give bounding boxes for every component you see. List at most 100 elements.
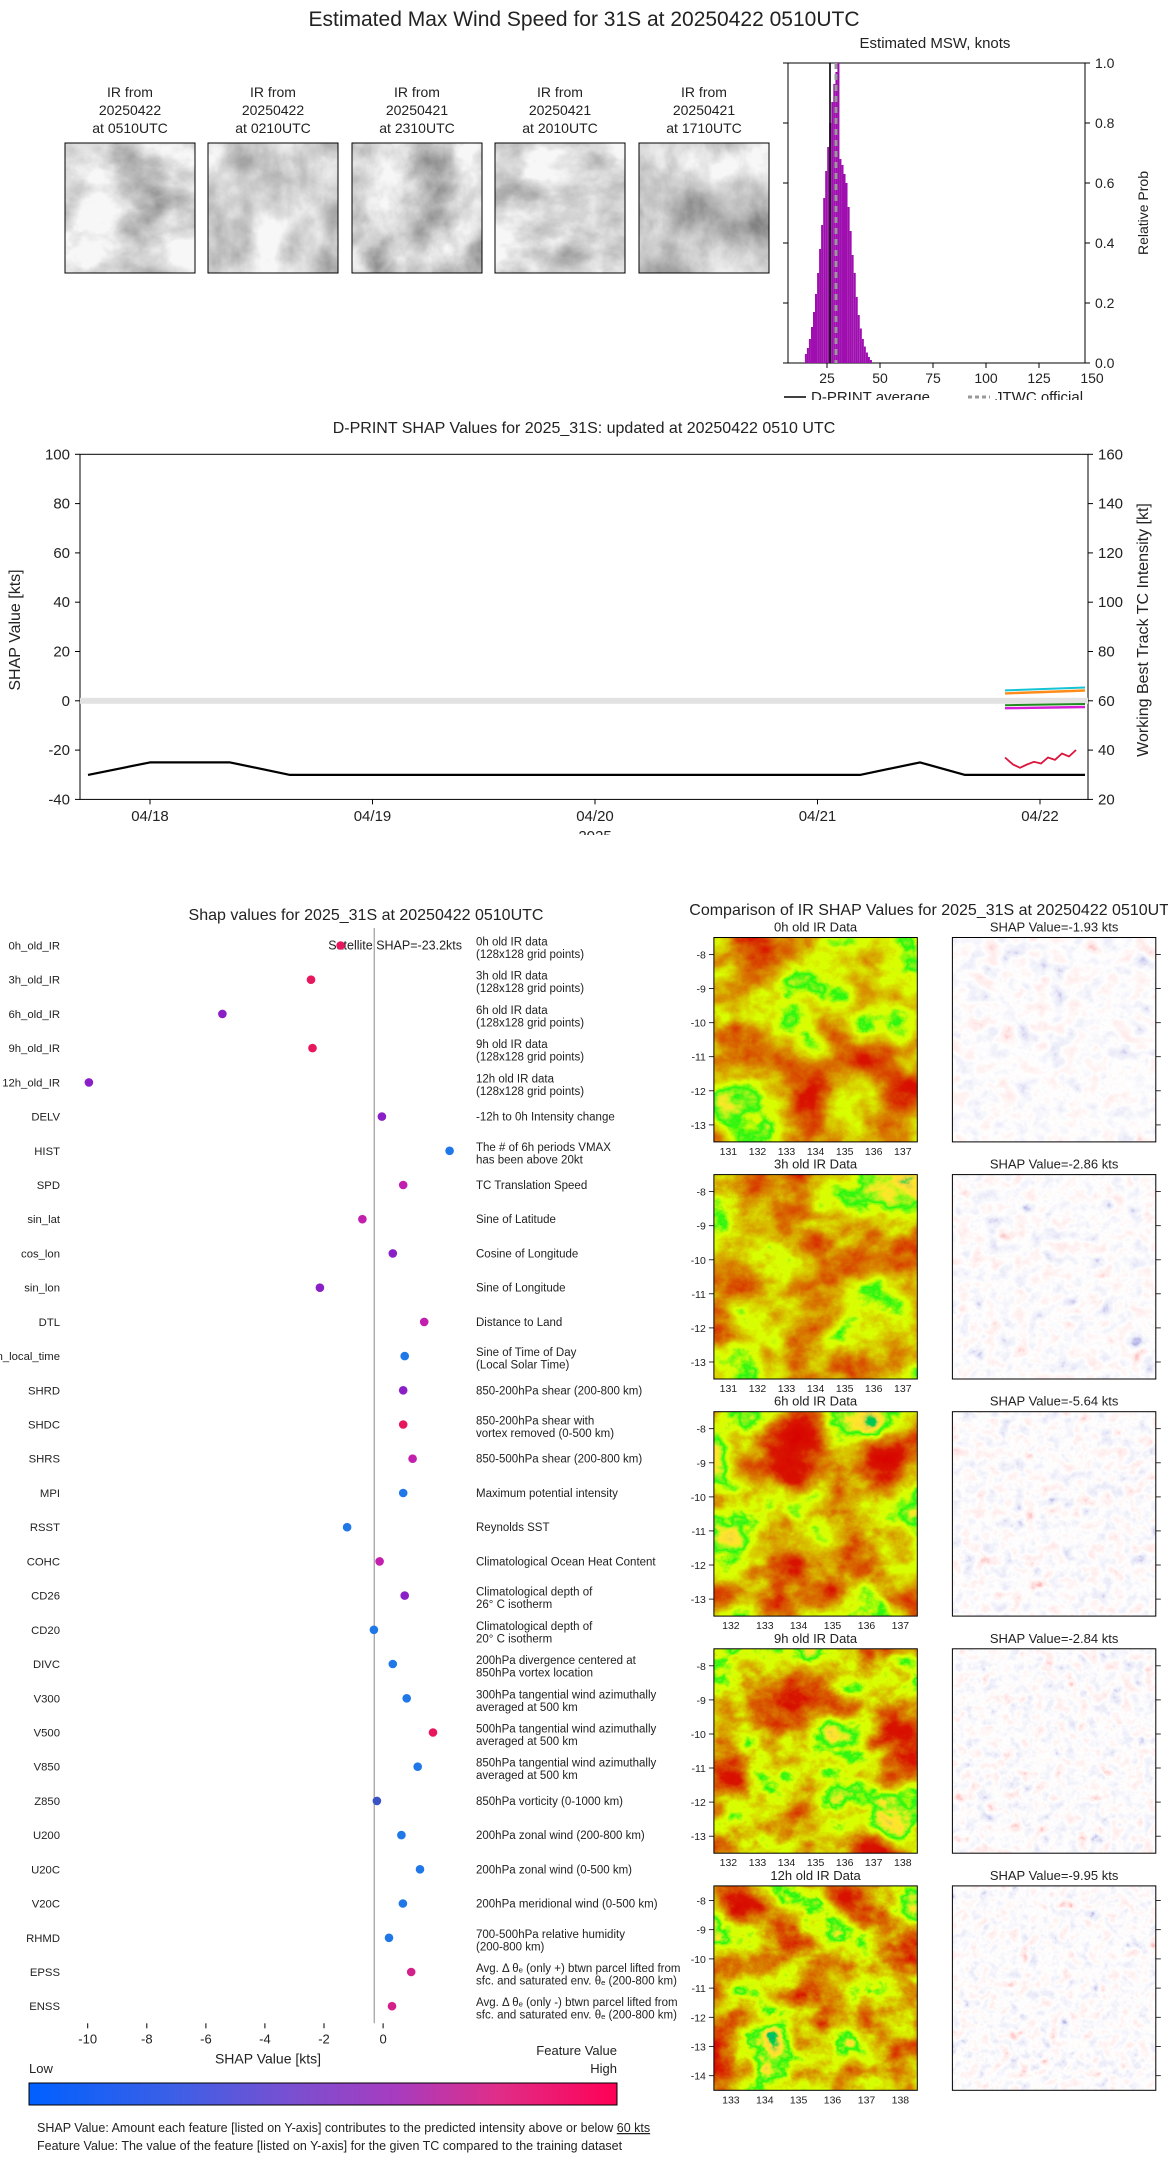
svg-text:Climatological depth of: Climatological depth of (476, 1587, 593, 1599)
svg-text:Distance to Land: Distance to Land (476, 1317, 562, 1329)
svg-text:Working Best Track TC Intensit: Working Best Track TC Intensity [kt] (1135, 503, 1152, 757)
svg-text:04/21: 04/21 (799, 808, 837, 825)
svg-text:SHAP Value=-9.95 kts: SHAP Value=-9.95 kts (990, 1868, 1119, 1883)
svg-text:04/22: 04/22 (1021, 808, 1059, 825)
svg-text:V300: V300 (34, 1693, 60, 1705)
svg-text:SHRD: SHRD (28, 1385, 60, 1397)
svg-text:-12: -12 (691, 2012, 706, 2024)
svg-text:100: 100 (974, 370, 998, 386)
svg-text:averaged at 500 km: averaged at 500 km (476, 1770, 578, 1782)
svg-text:Climatological depth of: Climatological depth of (476, 1621, 593, 1633)
svg-text:850hPa vortex location: 850hPa vortex location (476, 1668, 593, 1680)
svg-text:-11: -11 (691, 1763, 706, 1775)
svg-text:60: 60 (1098, 693, 1115, 710)
svg-text:150: 150 (1080, 370, 1104, 386)
svg-text:131: 131 (720, 1383, 738, 1395)
svg-text:averaged at 500 km: averaged at 500 km (476, 1736, 578, 1748)
svg-text:-9: -9 (697, 1458, 706, 1470)
svg-text:RHMD: RHMD (26, 1933, 60, 1945)
svg-text:Comparison of IR SHAP Values f: Comparison of IR SHAP Values for 2025_31… (689, 902, 1168, 919)
svg-text:DIVC: DIVC (33, 1659, 60, 1671)
svg-text:TC Translation Speed: TC Translation Speed (476, 1180, 587, 1192)
svg-text:(128x128 grid points): (128x128 grid points) (476, 1017, 584, 1029)
svg-text:SHAP Value=-1.93 kts: SHAP Value=-1.93 kts (990, 920, 1119, 935)
svg-text:0: 0 (379, 2031, 386, 2046)
svg-text:vortex removed (0-500 km): vortex removed (0-500 km) (476, 1428, 614, 1440)
svg-text:-6: -6 (200, 2031, 212, 2046)
svg-text:134: 134 (756, 2094, 774, 2106)
svg-text:40: 40 (1098, 742, 1115, 759)
svg-text:137: 137 (894, 1146, 912, 1158)
svg-text:132: 132 (722, 1620, 740, 1632)
svg-text:Cosine of Longitude: Cosine of Longitude (476, 1248, 578, 1260)
svg-text:0.2: 0.2 (1095, 295, 1115, 311)
svg-text:04/20: 04/20 (576, 808, 614, 825)
svg-text:133: 133 (749, 1857, 767, 1869)
svg-text:20° C isotherm: 20° C isotherm (476, 1633, 552, 1645)
svg-text:High: High (590, 2061, 617, 2076)
svg-text:SHAP Value=-5.64 kts: SHAP Value=-5.64 kts (990, 1394, 1119, 1409)
svg-text:-40: -40 (48, 791, 70, 808)
svg-text:(Local Solar Time): (Local Solar Time) (476, 1360, 569, 1372)
svg-text:300hPa tangential wind azimuth: 300hPa tangential wind azimuthally (476, 1689, 657, 1701)
svg-text:138: 138 (894, 1857, 912, 1869)
svg-text:sin_lon: sin_lon (24, 1283, 60, 1295)
svg-text:-11: -11 (691, 1526, 706, 1538)
svg-text:SPD: SPD (37, 1180, 60, 1192)
svg-text:75: 75 (925, 370, 941, 386)
svg-text:sfc. and saturated env. θₑ (20: sfc. and saturated env. θₑ (200-800 km) (476, 2010, 677, 2022)
svg-text:-13: -13 (691, 1831, 706, 1843)
svg-text:HIST: HIST (34, 1146, 60, 1158)
svg-text:SHAP Value [kts]: SHAP Value [kts] (7, 569, 24, 690)
svg-text:500hPa tangential wind azimuth: 500hPa tangential wind azimuthally (476, 1724, 657, 1736)
svg-text:-13: -13 (691, 1594, 706, 1606)
svg-text:JTWC official: JTWC official (995, 389, 1083, 400)
svg-text:3h old IR data: 3h old IR data (476, 971, 548, 983)
svg-text:-4: -4 (259, 2031, 271, 2046)
svg-text:(128x128 grid points): (128x128 grid points) (476, 949, 584, 961)
svg-text:DELV: DELV (31, 1112, 60, 1124)
svg-text:40: 40 (53, 594, 70, 611)
svg-text:-8: -8 (697, 1661, 706, 1673)
svg-text:700-500hPa relative humidity: 700-500hPa relative humidity (476, 1929, 625, 1941)
svg-text:200hPa zonal wind (0-500 km): 200hPa zonal wind (0-500 km) (476, 1864, 632, 1876)
svg-text:EPSS: EPSS (30, 1967, 61, 1979)
svg-text:136: 136 (824, 2094, 842, 2106)
svg-text:SHRS: SHRS (29, 1454, 61, 1466)
svg-text:D-PRINT average: D-PRINT average (811, 389, 930, 400)
svg-text:140: 140 (1098, 496, 1123, 513)
svg-text:-13: -13 (691, 1120, 706, 1132)
svg-text:20: 20 (53, 644, 70, 661)
svg-text:3h_old_IR: 3h_old_IR (8, 975, 60, 987)
svg-text:6h old IR data: 6h old IR data (476, 1005, 548, 1017)
svg-text:sin_local_time: sin_local_time (0, 1351, 60, 1363)
svg-text:25: 25 (819, 370, 835, 386)
svg-text:V850: V850 (34, 1762, 60, 1774)
svg-text:0h_old_IR: 0h_old_IR (8, 941, 60, 953)
svg-text:0.6: 0.6 (1095, 175, 1115, 191)
svg-text:COHC: COHC (27, 1556, 60, 1568)
svg-text:SHAP Value=-2.84 kts: SHAP Value=-2.84 kts (990, 1631, 1119, 1646)
svg-text:SHAP Value [kts]: SHAP Value [kts] (215, 2050, 321, 2066)
svg-text:100: 100 (1098, 594, 1123, 611)
svg-text:-9: -9 (697, 1221, 706, 1233)
svg-text:132: 132 (749, 1146, 767, 1158)
svg-text:26° C isotherm: 26° C isotherm (476, 1599, 552, 1611)
svg-text:-8: -8 (697, 950, 706, 962)
svg-text:-12h to 0h Intensity change: -12h to 0h Intensity change (476, 1112, 615, 1124)
svg-text:136: 136 (865, 1383, 883, 1395)
svg-text:Climatological Ocean Heat Cont: Climatological Ocean Heat Content (476, 1556, 656, 1568)
svg-text:200hPa meridional wind (0-500: 200hPa meridional wind (0-500 km) (476, 1899, 658, 1911)
svg-text:6h old IR Data: 6h old IR Data (774, 1394, 858, 1409)
svg-text:-10: -10 (78, 2031, 97, 2046)
svg-text:Satellite SHAP=-23.2kts: Satellite SHAP=-23.2kts (328, 939, 462, 953)
svg-text:2025: 2025 (578, 828, 611, 835)
svg-text:850-200hPa shear (200-800 km): 850-200hPa shear (200-800 km) (476, 1385, 642, 1397)
svg-text:136: 136 (858, 1620, 876, 1632)
svg-text:Maximum potential intensity: Maximum potential intensity (476, 1488, 618, 1500)
svg-text:125: 125 (1027, 370, 1051, 386)
svg-text:sin_lat: sin_lat (27, 1214, 61, 1226)
svg-text:1.0: 1.0 (1095, 55, 1115, 71)
svg-text:3h old IR Data: 3h old IR Data (774, 1157, 858, 1172)
svg-text:850-200hPa shear with: 850-200hPa shear with (476, 1416, 594, 1428)
